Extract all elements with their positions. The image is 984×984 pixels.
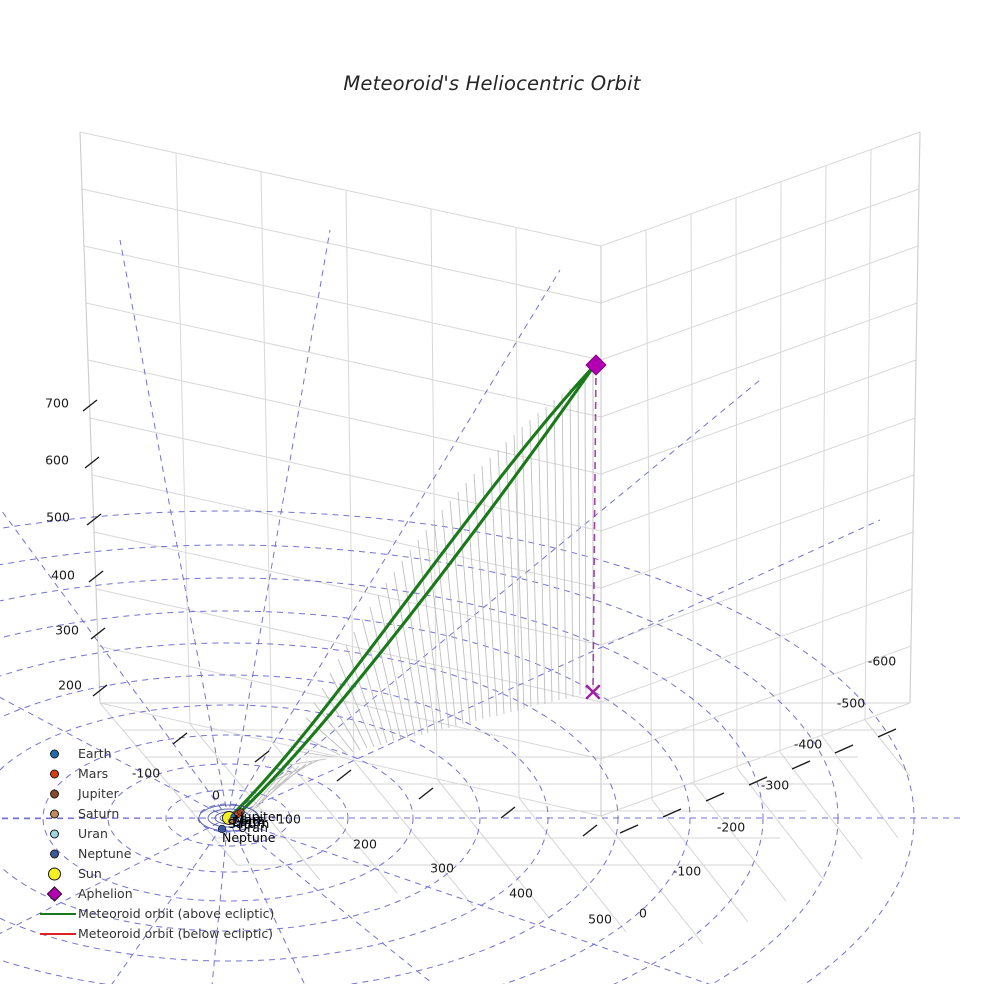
floor-grid bbox=[99, 702, 911, 945]
legend-item-orbit-above[interactable]: Meteoroid orbit (above ecliptic) bbox=[38, 904, 300, 924]
neptune-marker bbox=[217, 824, 227, 834]
x-tick-300: 300 bbox=[430, 860, 454, 876]
legend-label-orbit-below: Meteoroid orbit (below ecliptic) bbox=[78, 926, 274, 941]
polar-grid bbox=[0, 229, 960, 984]
solar-system-bodies bbox=[217, 808, 248, 834]
y-tick-minus300: -300 bbox=[760, 777, 790, 793]
z-tick-400: 400 bbox=[51, 567, 75, 583]
label-jupiter: Jupiter bbox=[240, 809, 281, 824]
legend-label-mars: Mars bbox=[78, 766, 109, 781]
x-tick-100: 100 bbox=[277, 811, 301, 827]
legend-item-mars[interactable]: Mars bbox=[38, 764, 300, 784]
legend-label-saturn: Saturn bbox=[78, 806, 120, 821]
legend-item-neptune[interactable]: Neptune bbox=[38, 844, 300, 864]
z-tick-200: 200 bbox=[58, 677, 82, 693]
y-tick-minus400: -400 bbox=[793, 736, 823, 752]
legend-item-uran[interactable]: Uran bbox=[38, 824, 300, 844]
left-wall-grid bbox=[79, 131, 602, 817]
neptune-marker-icon bbox=[38, 844, 78, 864]
x-tick-400: 400 bbox=[509, 885, 533, 901]
axis-ridge-lines bbox=[79, 131, 921, 816]
saturn-marker-icon bbox=[38, 804, 78, 824]
legend-label-aphelion: Aphelion bbox=[78, 886, 133, 901]
earth-marker-icon bbox=[38, 744, 78, 764]
axis-tick-marks bbox=[82, 399, 897, 837]
legend-label-neptune: Neptune bbox=[78, 846, 132, 861]
y-tick-minus100: -100 bbox=[672, 863, 702, 879]
orbit-above-line-icon bbox=[38, 904, 78, 924]
label-saturn: Saturn bbox=[228, 816, 270, 831]
label-earth: Earth bbox=[232, 814, 266, 829]
right-wall-grid bbox=[600, 131, 921, 817]
label-neptune: Neptune bbox=[222, 830, 276, 845]
page-title: Meteoroid's Heliocentric Orbit bbox=[343, 72, 641, 95]
meteoroid-orbit-above-ecliptic bbox=[230, 364, 596, 820]
z-tick-700: 700 bbox=[45, 395, 69, 411]
x-tick-0: 0 bbox=[212, 787, 220, 803]
mars-marker-icon bbox=[38, 764, 78, 784]
orbit-projection-droplines bbox=[244, 372, 594, 817]
legend-label-orbit-above: Meteoroid orbit (above ecliptic) bbox=[78, 906, 275, 921]
x-tick-200: 200 bbox=[353, 836, 377, 852]
label-uran: Uran bbox=[238, 820, 268, 835]
x-tick-minus100: -100 bbox=[131, 765, 161, 781]
legend-item-sun[interactable]: Sun bbox=[38, 864, 300, 884]
aphelion-marker-icon bbox=[38, 884, 78, 904]
saturn-marker bbox=[228, 817, 236, 825]
jupiter-marker bbox=[237, 808, 245, 816]
legend-label-earth: Earth bbox=[78, 746, 112, 761]
y-tick-minus600: -600 bbox=[867, 653, 897, 669]
legend-item-earth[interactable]: Earth bbox=[38, 744, 300, 764]
legend: Earth Mars Jupiter Saturn Uran bbox=[38, 744, 300, 944]
z-tick-500: 500 bbox=[46, 509, 70, 525]
axes-panes bbox=[0, 131, 960, 984]
uran-marker bbox=[240, 816, 248, 824]
legend-label-jupiter: Jupiter bbox=[78, 786, 119, 801]
y-tick-0: 0 bbox=[639, 905, 647, 921]
legend-label-uran: Uran bbox=[78, 826, 108, 841]
z-tick-300: 300 bbox=[55, 622, 79, 638]
label-mars: Mars bbox=[234, 812, 265, 827]
y-tick-minus500: -500 bbox=[836, 695, 866, 711]
uran-marker-icon bbox=[38, 824, 78, 844]
legend-item-aphelion[interactable]: Aphelion bbox=[38, 884, 300, 904]
y-tick-minus200: -200 bbox=[716, 819, 746, 835]
legend-item-saturn[interactable]: Saturn bbox=[38, 804, 300, 824]
aphelion-projection-marker bbox=[585, 684, 601, 700]
aphelion-marker bbox=[585, 354, 607, 376]
legend-item-orbit-below[interactable]: Meteoroid orbit (below ecliptic) bbox=[38, 924, 300, 944]
jupiter-marker-icon bbox=[38, 784, 78, 804]
orbit-below-line-icon bbox=[38, 924, 78, 944]
legend-item-jupiter[interactable]: Jupiter bbox=[38, 784, 300, 804]
legend-label-sun: Sun bbox=[78, 866, 102, 881]
x-tick-500: 500 bbox=[588, 911, 612, 927]
sun-marker-icon bbox=[38, 864, 78, 884]
z-tick-600: 600 bbox=[45, 452, 69, 468]
aphelion-dropline bbox=[592, 365, 597, 693]
